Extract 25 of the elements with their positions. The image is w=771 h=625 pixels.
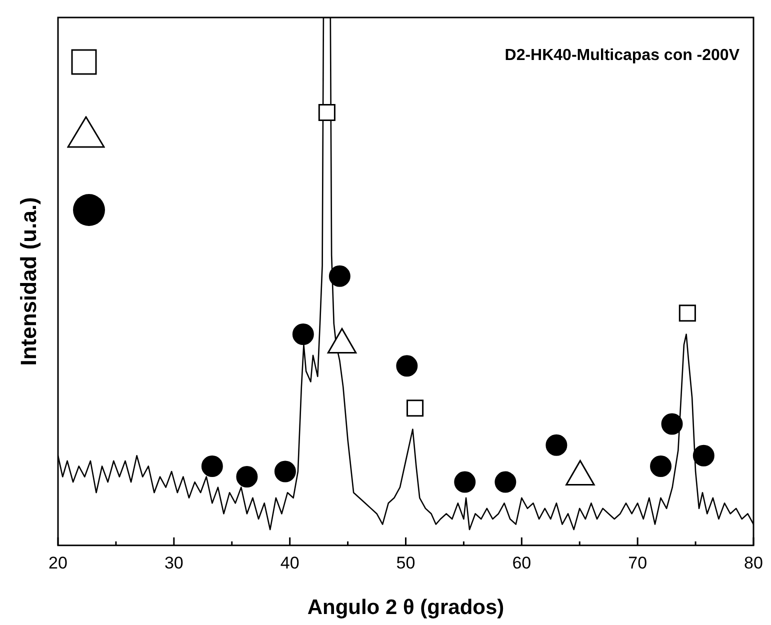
point: [661, 413, 683, 435]
x-axis-title: Angulo 2 θ (grados): [307, 596, 504, 620]
text: D2-HK40-Multicapas con -200V: [504, 46, 740, 64]
point: [328, 265, 350, 287]
x-tick-label: 60: [512, 553, 532, 572]
point: [678, 304, 696, 322]
x-tick-label: 40: [280, 553, 300, 572]
point: [396, 355, 418, 377]
x-tick-label: 50: [396, 553, 416, 572]
point: [650, 455, 672, 477]
x-tick-label: 20: [48, 553, 68, 572]
x-tick-label: 30: [164, 553, 184, 572]
point: [292, 323, 314, 345]
point: [201, 455, 223, 477]
point: [546, 434, 568, 456]
y-axis-title: Intensidad (u.a.): [16, 197, 42, 366]
point: [274, 460, 296, 482]
point: [494, 471, 516, 493]
point: [318, 104, 336, 122]
point: [406, 400, 424, 417]
x-tick-label: 70: [628, 553, 648, 572]
point: [236, 466, 258, 488]
point: [692, 444, 714, 466]
x-tick-label: 80: [744, 553, 763, 572]
point: [454, 471, 476, 493]
